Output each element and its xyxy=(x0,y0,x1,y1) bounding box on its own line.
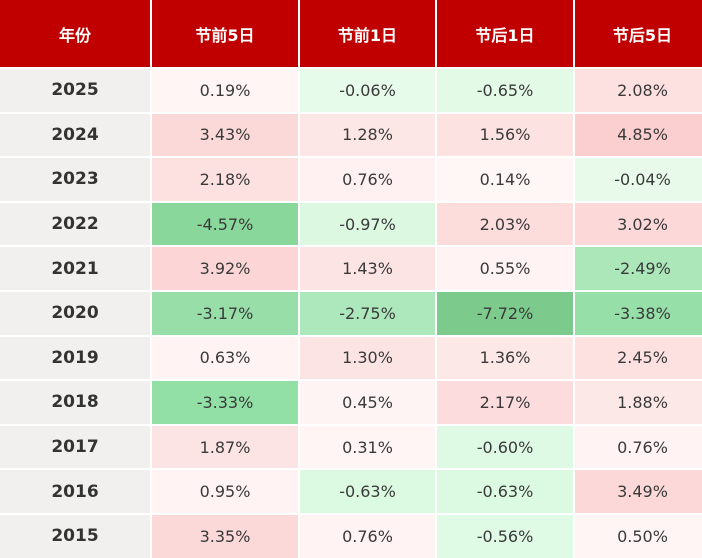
value-cell-pre5: 3.43% xyxy=(152,113,298,157)
value-cell-post5: -3.38% xyxy=(575,291,702,335)
value-cell-pre5: 0.63% xyxy=(152,336,298,380)
value-cell-post1: -7.72% xyxy=(437,291,573,335)
year-cell: 2015 xyxy=(0,514,150,558)
year-cell: 2017 xyxy=(0,425,150,469)
year-cell: 2018 xyxy=(0,381,150,424)
value-cell-post5: -0.04% xyxy=(575,158,702,201)
header-post5: 节后5日 xyxy=(575,0,702,67)
value-cell-pre5: 0.19% xyxy=(152,69,298,112)
value-cell-pre1: 1.28% xyxy=(300,113,435,157)
value-cell-post5: 2.45% xyxy=(575,336,702,380)
value-cell-pre5: -3.33% xyxy=(152,381,298,424)
year-cell: 2020 xyxy=(0,291,150,335)
value-cell-pre1: 1.30% xyxy=(300,336,435,380)
value-cell-pre1: 1.43% xyxy=(300,247,435,290)
value-cell-pre1: 0.45% xyxy=(300,381,435,424)
value-cell-post5: 1.88% xyxy=(575,381,702,424)
year-cell: 2022 xyxy=(0,202,150,246)
value-cell-pre1: 0.76% xyxy=(300,514,435,558)
value-cell-post1: 2.17% xyxy=(437,381,573,424)
value-cell-post1: 1.36% xyxy=(437,336,573,380)
value-cell-pre1: 0.31% xyxy=(300,425,435,469)
year-cell: 2021 xyxy=(0,247,150,290)
year-cell: 2016 xyxy=(0,470,150,513)
header-post1: 节后1日 xyxy=(437,0,573,67)
value-cell-post5: 0.76% xyxy=(575,425,702,469)
value-cell-post1: 0.55% xyxy=(437,247,573,290)
header-year: 年份 xyxy=(0,0,150,67)
value-cell-post1: -0.56% xyxy=(437,514,573,558)
value-cell-pre5: 3.35% xyxy=(152,514,298,558)
value-cell-post1: -0.65% xyxy=(437,69,573,112)
value-cell-pre5: 2.18% xyxy=(152,158,298,201)
value-cell-post5: 3.02% xyxy=(575,202,702,246)
value-cell-pre5: -3.17% xyxy=(152,291,298,335)
value-cell-post1: 2.03% xyxy=(437,202,573,246)
value-cell-pre1: -0.97% xyxy=(300,202,435,246)
value-cell-post1: 0.14% xyxy=(437,158,573,201)
value-cell-post5: 3.49% xyxy=(575,470,702,513)
value-cell-post5: 0.50% xyxy=(575,514,702,558)
value-cell-pre5: 0.95% xyxy=(152,470,298,513)
value-cell-post1: 1.56% xyxy=(437,113,573,157)
value-cell-pre1: 0.76% xyxy=(300,158,435,201)
value-cell-post5: 4.85% xyxy=(575,113,702,157)
value-cell-pre5: 1.87% xyxy=(152,425,298,469)
value-cell-post1: -0.63% xyxy=(437,470,573,513)
value-cell-pre5: -4.57% xyxy=(152,202,298,246)
value-cell-post5: -2.49% xyxy=(575,247,702,290)
value-cell-post1: -0.60% xyxy=(437,425,573,469)
header-pre5: 节前5日 xyxy=(152,0,298,67)
year-cell: 2024 xyxy=(0,113,150,157)
year-cell: 2023 xyxy=(0,158,150,201)
value-cell-pre1: -2.75% xyxy=(300,291,435,335)
header-pre1: 节前1日 xyxy=(300,0,435,67)
value-cell-pre1: -0.06% xyxy=(300,69,435,112)
year-cell: 2019 xyxy=(0,336,150,380)
value-cell-post5: 2.08% xyxy=(575,69,702,112)
year-cell: 2025 xyxy=(0,69,150,112)
value-cell-pre5: 3.92% xyxy=(152,247,298,290)
value-cell-pre1: -0.63% xyxy=(300,470,435,513)
